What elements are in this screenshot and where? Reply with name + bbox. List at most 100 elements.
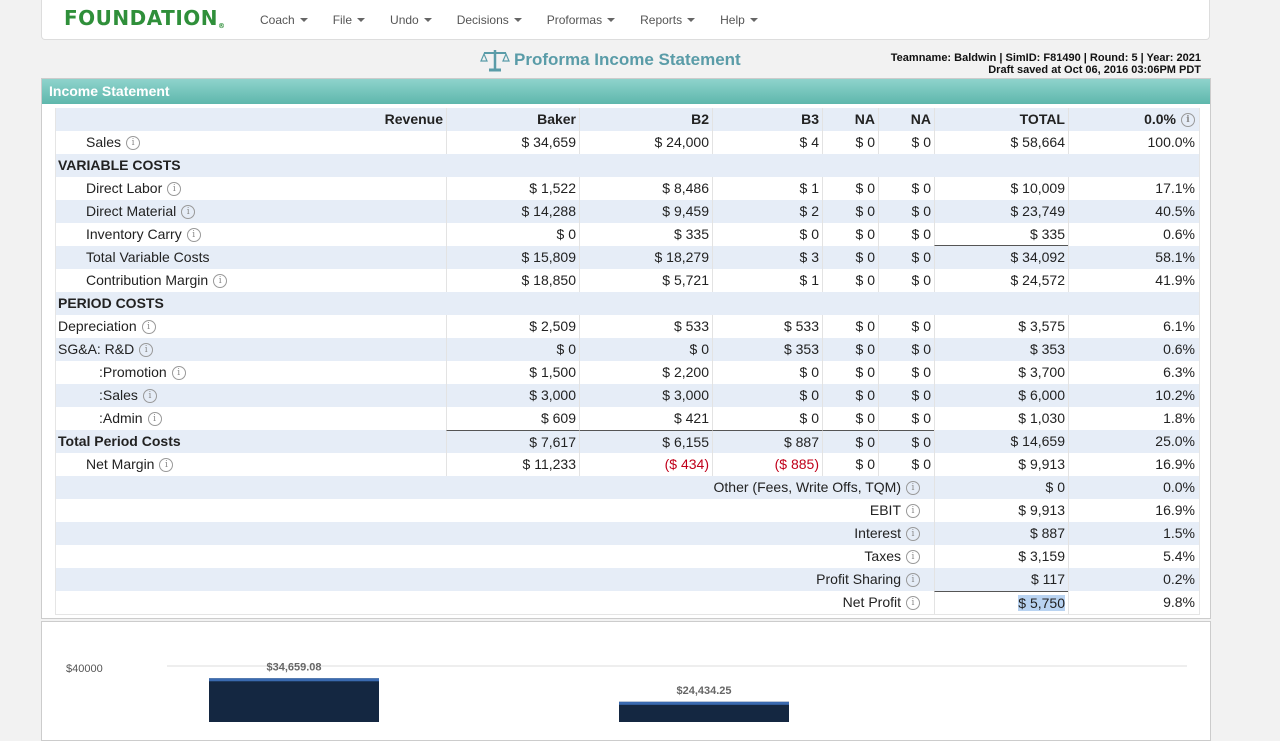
row-label: :Admin i — [56, 407, 446, 430]
info-icon[interactable]: i — [213, 274, 228, 289]
total-value: $ 5,750 — [934, 591, 1068, 614]
row-label: Other (Fees, Write Offs, TQM) i — [56, 476, 934, 499]
column-header-label: TOTAL — [1019, 111, 1065, 127]
chart-bar[interactable] — [619, 701, 789, 722]
column-header: Baker — [446, 108, 579, 131]
column-header: TOTAL — [934, 108, 1068, 131]
menu-coach[interactable]: Coach — [260, 13, 308, 27]
info-icon[interactable]: i — [906, 573, 920, 588]
row-label-text: Direct Labor — [86, 180, 163, 196]
cell-value: $ 421 — [579, 407, 712, 430]
row-label-text: Inventory Carry — [86, 226, 182, 242]
cell-value: 17.1% — [1068, 177, 1198, 200]
cell-value: $ 23,749 — [934, 200, 1068, 223]
column-header-label: 0.0% — [1144, 111, 1176, 127]
row-label: Contribution Margin i — [56, 269, 446, 292]
cell-value: 6.3% — [1068, 361, 1198, 384]
chevron-down-icon — [357, 18, 366, 22]
info-icon[interactable]: i — [141, 320, 156, 335]
cell-value: $ 335 — [579, 223, 712, 246]
cell-value: $ 8,486 — [579, 177, 712, 200]
info-icon[interactable]: i — [126, 136, 141, 151]
row-label: VARIABLE COSTS — [56, 154, 1199, 177]
total-value-text: $ 887 — [1029, 525, 1065, 541]
menu-help[interactable]: Help — [720, 13, 758, 27]
cell-value: $ 2 — [712, 200, 822, 223]
foundation-logo[interactable]: FOUNDATION® — [64, 6, 226, 30]
table-row: Other (Fees, Write Offs, TQM) i $ 0 0.0% — [56, 476, 1199, 499]
table-row: :Admin i $ 609 $ 421 $ 0 $ 0 $ 0 $ 1,030 1.8% — [56, 407, 1199, 430]
info-icon[interactable]: i — [186, 228, 201, 243]
table-row: Taxes i $ 3,159 5.4% — [56, 545, 1199, 568]
info-icon[interactable]: i — [171, 366, 186, 381]
percent-value: 0.2% — [1068, 568, 1198, 591]
row-label-text: Depreciation — [58, 318, 137, 334]
cell-value: $ 1 — [712, 269, 822, 292]
chart-bar[interactable] — [209, 678, 379, 722]
info-icon[interactable]: i — [906, 527, 920, 542]
row-label: :Promotion i — [56, 361, 446, 384]
cell-value: 58.1% — [1068, 246, 1198, 269]
cell-value: $ 24,572 — [934, 269, 1068, 292]
cell-value: $ 1 — [712, 177, 822, 200]
cell-value: $ 0 — [822, 269, 878, 292]
menu-undo[interactable]: Undo — [390, 13, 432, 27]
total-value-text: $ 5,750 — [1018, 595, 1065, 611]
cell-value: $ 0 — [822, 131, 878, 154]
team-info-line: Teamname: Baldwin | SimID: F81490 | Roun… — [890, 52, 1201, 64]
info-icon[interactable]: i — [906, 550, 920, 565]
table-row: Total Period Costs $ 7,617 $ 6,155 $ 887 $ 0… — [56, 430, 1199, 453]
info-icon[interactable]: i — [906, 596, 920, 611]
info-icon[interactable]: i — [167, 182, 182, 197]
cell-value: $ 6,000 — [934, 384, 1068, 407]
cell-value: 41.9% — [1068, 269, 1198, 292]
cell-value: $ 3,000 — [579, 384, 712, 407]
row-label: EBIT i — [56, 499, 934, 522]
info-icon[interactable]: i — [906, 481, 920, 496]
cell-value: $ 24,000 — [579, 131, 712, 154]
chevron-down-icon — [423, 18, 432, 22]
cell-value: $ 4 — [712, 131, 822, 154]
menu-file[interactable]: File — [333, 13, 366, 27]
table-row: SG&A: R&D i $ 0 $ 0 $ 353 $ 0 $ 0 $ 353 0.6% — [56, 338, 1199, 361]
menu-reports[interactable]: Reports — [640, 13, 696, 27]
info-icon[interactable]: i — [906, 504, 920, 519]
page-title-area: Proforma Income Statement — [480, 46, 741, 74]
cell-value: $ 1,030 — [934, 407, 1068, 430]
menu-decisions[interactable]: Decisions — [457, 13, 522, 27]
cell-value: $ 5,721 — [579, 269, 712, 292]
total-value-text: $ 0 — [1045, 479, 1065, 495]
info-icon[interactable]: i — [147, 412, 162, 427]
info-icon[interactable]: i — [139, 343, 154, 358]
row-label-text: Net Profit — [842, 594, 901, 610]
cell-value: 40.5% — [1068, 200, 1198, 223]
table-row: Depreciation i $ 2,509 $ 533 $ 533 $ 0 $ 0 $ 3,… — [56, 315, 1199, 338]
cell-value: ($ 434) — [579, 453, 712, 476]
info-icon[interactable]: i — [1181, 113, 1195, 128]
cell-value: $ 34,092 — [934, 246, 1068, 269]
total-value: $ 887 — [934, 522, 1068, 545]
row-label: :Sales i — [56, 384, 446, 407]
table-row: EBIT i $ 9,913 16.9% — [56, 499, 1199, 522]
row-label-text: Net Margin — [86, 456, 155, 472]
cell-value: $ 7,617 — [446, 430, 579, 453]
percent-value: 5.4% — [1068, 545, 1198, 568]
info-icon[interactable]: i — [181, 205, 196, 220]
info-icon[interactable]: i — [142, 389, 157, 404]
cell-value: 10.2% — [1068, 384, 1198, 407]
cell-value: $ 2,509 — [446, 315, 579, 338]
column-header-label: B3 — [801, 111, 819, 127]
menu-proformas[interactable]: Proformas — [547, 13, 616, 27]
cell-value: $ 3 — [712, 246, 822, 269]
table-row: VARIABLE COSTS — [56, 154, 1199, 177]
column-header-label: Baker — [537, 111, 576, 127]
row-label-text: EBIT — [869, 502, 901, 518]
row-label-text: Total Period Costs — [58, 433, 181, 449]
row-label-text: Direct Material — [86, 203, 177, 219]
cell-value: $ 14,288 — [446, 200, 579, 223]
row-label: Inventory Carry i — [56, 223, 446, 246]
cell-value: 6.1% — [1068, 315, 1198, 338]
info-icon[interactable]: i — [159, 458, 174, 473]
row-label-text: SG&A: R&D — [58, 341, 135, 357]
chevron-down-icon — [607, 18, 616, 22]
